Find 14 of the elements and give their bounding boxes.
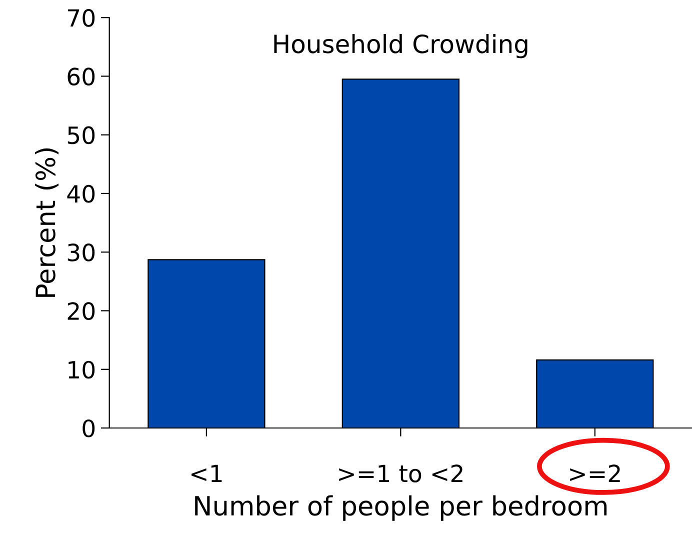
y-tick-label: 50	[68, 126, 95, 144]
y-tick-label: 30	[68, 244, 95, 262]
y-tick-label: 60	[68, 68, 95, 86]
y-tick-label: 70	[68, 9, 95, 27]
y-tick-label: 0	[82, 419, 95, 438]
y-axis-title: Percent (%)	[35, 148, 59, 297]
x-axis-title: Number of people per bedroom	[195, 495, 607, 521]
y-tick-label: 20	[68, 302, 95, 320]
x-tick-label: >=1 to <2	[339, 464, 462, 482]
text: Household Crowding	[274, 34, 528, 58]
x-tick-label: >=2	[570, 464, 620, 482]
y-tick-label: 10	[68, 360, 95, 379]
y-tick-label: 40	[67, 184, 95, 203]
x-tick-label: <1	[192, 464, 222, 482]
